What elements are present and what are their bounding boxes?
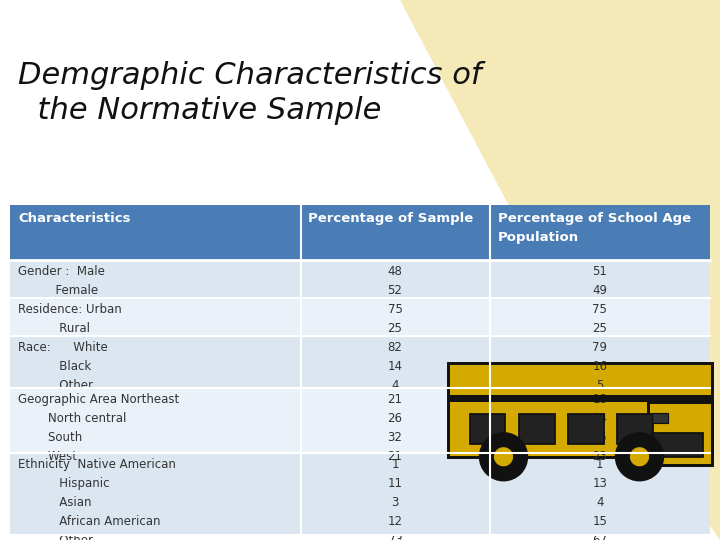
Bar (490, 298, 710, 336)
Text: Percentage of Sample: Percentage of Sample (308, 212, 474, 225)
Text: 79
16
5: 79 16 5 (593, 341, 607, 392)
Bar (300, 336, 490, 388)
Bar (300, 388, 490, 453)
Bar (490, 336, 710, 388)
Bar (10, 388, 300, 453)
Polygon shape (400, 0, 720, 540)
Bar (10, 336, 300, 388)
Bar (300, 298, 490, 336)
Text: Geographic Area Northeast
        North central
        South
        West: Geographic Area Northeast North central … (18, 393, 179, 463)
Text: Gender :  Male
          Female: Gender : Male Female (18, 265, 105, 297)
Text: 51
49: 51 49 (593, 265, 607, 297)
Text: 82
14
4: 82 14 4 (387, 341, 402, 392)
Text: 75
25: 75 25 (387, 303, 402, 335)
Circle shape (493, 447, 513, 467)
Text: 1
11
3
12
73: 1 11 3 12 73 (387, 458, 402, 540)
Bar (648, 402, 712, 465)
Bar (300, 205, 490, 260)
Bar (300, 260, 490, 298)
Bar (618, 414, 653, 444)
Bar (490, 388, 710, 453)
Bar (519, 414, 554, 444)
Text: Demgraphic Characteristics of: Demgraphic Characteristics of (18, 61, 482, 90)
Text: 21
26
32
21: 21 26 32 21 (387, 393, 402, 463)
Bar (300, 453, 490, 535)
Bar (490, 260, 710, 298)
Bar (652, 433, 703, 457)
Text: Race:      White
           Black
           Other: Race: White Black Other (18, 341, 108, 392)
Text: the Normative Sample: the Normative Sample (18, 96, 382, 125)
Text: 18
24
35
23: 18 24 35 23 (593, 393, 607, 463)
Text: Percentage of School Age
Population: Percentage of School Age Population (498, 212, 690, 244)
Text: 1
13
4
15
67: 1 13 4 15 67 (593, 458, 607, 540)
Bar (449, 395, 712, 402)
Circle shape (480, 433, 527, 481)
Bar (10, 205, 300, 260)
Circle shape (616, 433, 663, 481)
Bar (568, 414, 604, 444)
Bar (10, 260, 300, 298)
Text: Characteristics: Characteristics (18, 212, 130, 225)
Bar (490, 453, 710, 535)
Circle shape (629, 447, 649, 467)
Bar (10, 453, 300, 535)
Bar (652, 413, 667, 423)
Bar (10, 298, 300, 336)
Bar (469, 414, 505, 444)
Text: Residence: Urban
           Rural: Residence: Urban Rural (18, 303, 122, 335)
Text: 48
52: 48 52 (387, 265, 402, 297)
Bar (449, 363, 712, 457)
Text: 75
25: 75 25 (593, 303, 607, 335)
Bar (490, 205, 710, 260)
Text: Ethnicity  Native American
           Hispanic
           Asian
           Afric: Ethnicity Native American Hispanic Asian… (18, 458, 176, 540)
